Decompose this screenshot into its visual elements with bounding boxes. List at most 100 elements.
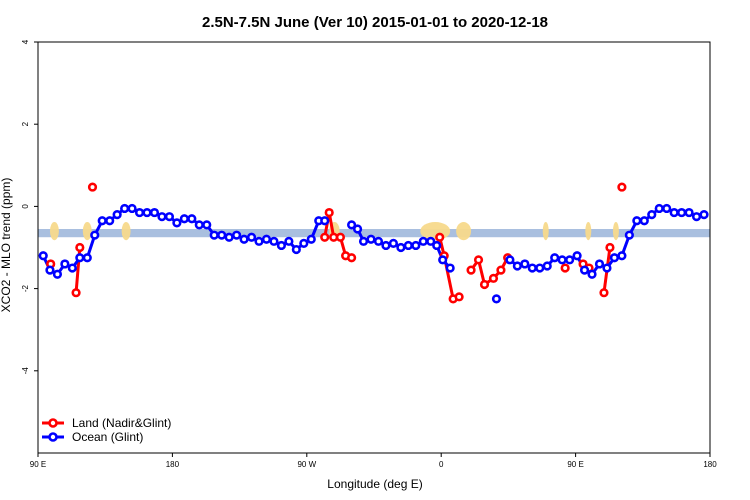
series-1-point-40 xyxy=(352,224,363,234)
legend-land-marker xyxy=(48,418,58,428)
series-1-point-24 xyxy=(217,230,227,240)
series-1-point-1 xyxy=(45,265,55,275)
x-axis: 90 E 180 90 W 0 90 E 180 xyxy=(30,453,717,469)
series-0-point-4 xyxy=(320,232,330,242)
series-1-point-69 xyxy=(609,253,620,263)
series-1-point-29 xyxy=(254,236,264,246)
y-tick-label-1: 2 xyxy=(21,121,30,126)
series-1-point-5 xyxy=(75,253,85,263)
y-axis: 4 2 0 -2 -4 xyxy=(21,39,38,374)
series-1-point-39 xyxy=(347,220,357,230)
series-1-point-22 xyxy=(202,220,212,230)
y-axis-label: XCO2 - MLO trend (ppm) xyxy=(0,178,13,313)
land-patch-2 xyxy=(121,222,131,241)
series-1-point-12 xyxy=(127,203,137,214)
series-1-point-63 xyxy=(565,255,575,265)
series-1-point-54 xyxy=(491,294,502,304)
land-patch-1 xyxy=(82,222,92,241)
y-tick-label-2: 0 xyxy=(21,204,30,209)
series-0-point-15 xyxy=(473,255,484,265)
series-0-point-24 xyxy=(605,242,615,253)
series-1-point-55 xyxy=(505,255,515,265)
series-1-point-79 xyxy=(684,207,694,218)
series-1-point-68 xyxy=(602,263,612,273)
series-1-point-8 xyxy=(97,216,107,226)
series-1-point-61 xyxy=(550,253,560,263)
legend-ocean-marker xyxy=(48,432,58,442)
series-1-point-44 xyxy=(381,240,391,251)
plot-area xyxy=(38,182,710,304)
plot-frame xyxy=(37,41,711,454)
series-1-point-10 xyxy=(112,210,122,220)
series-0-point-16 xyxy=(479,279,490,290)
y-tick-label-3: -2 xyxy=(21,284,30,292)
chart-title: 2.5N-7.5N June (Ver 10) 2015-01-01 to 20… xyxy=(202,14,548,31)
series-1-point-58 xyxy=(527,263,537,273)
land-patch-6 xyxy=(542,222,549,241)
land-patch-8 xyxy=(612,222,619,241)
legend-land-label: Land (Nadir&Glint) xyxy=(72,416,171,430)
series-1-point-80 xyxy=(691,212,702,222)
series-1-point-42 xyxy=(366,234,376,244)
series-1-point-73 xyxy=(639,216,649,226)
series-1-point-70 xyxy=(617,251,627,261)
series-0-point-5 xyxy=(324,207,334,218)
series-1-point-45 xyxy=(388,238,399,248)
series-1-point-50 xyxy=(426,236,436,246)
series-1-point-81 xyxy=(699,210,709,220)
series-1-point-18 xyxy=(172,218,182,228)
series-1-point-49 xyxy=(418,236,428,246)
series-1-point-20 xyxy=(187,214,197,224)
series-0-point-7 xyxy=(335,232,346,242)
series-1-point-59 xyxy=(535,263,545,273)
series-1-point-36 xyxy=(306,234,316,244)
x-tick-label-5: 180 xyxy=(703,460,717,469)
series-1-point-56 xyxy=(512,261,522,271)
series-1-point-46 xyxy=(396,242,406,253)
series-1-point-13 xyxy=(134,207,145,218)
series-1-point-64 xyxy=(572,251,582,261)
y-tick-label-0: 4 xyxy=(21,39,30,44)
series-1-point-43 xyxy=(373,236,384,246)
series-1-point-30 xyxy=(261,234,272,244)
series-1-point-26 xyxy=(232,230,242,240)
series-1-point-52 xyxy=(438,255,448,265)
series-1-point-35 xyxy=(299,238,309,248)
series-1-point-34 xyxy=(291,244,301,255)
series-1-point-16 xyxy=(157,212,167,222)
series-1-point-2 xyxy=(52,269,63,279)
series-1-point-78 xyxy=(677,207,687,218)
series-1-point-28 xyxy=(246,232,257,242)
series-1-point-27 xyxy=(239,234,249,244)
series-0-point-18 xyxy=(496,265,506,275)
series-1-point-31 xyxy=(269,236,279,246)
series-1-point-60 xyxy=(542,261,552,271)
series-1-point-32 xyxy=(276,240,287,251)
series-0-point-23 xyxy=(599,288,609,298)
series-1-point-48 xyxy=(411,240,421,251)
land-patch-7 xyxy=(585,222,592,241)
legend-item-land: Land (Nadir&Glint) xyxy=(42,416,171,430)
series-1-point-62 xyxy=(557,255,567,265)
series-1-point-38 xyxy=(320,216,330,226)
series-1-point-21 xyxy=(194,220,204,230)
series-1-point-7 xyxy=(90,230,100,240)
series-1-point-6 xyxy=(82,253,92,263)
series-1-point-33 xyxy=(284,236,294,246)
series-1-point-4 xyxy=(67,263,77,273)
series-1-point-74 xyxy=(647,210,657,220)
x-tick-label-4: 90 E xyxy=(567,460,583,469)
series-1-point-53 xyxy=(445,263,455,273)
series-0-point-2 xyxy=(75,242,85,253)
series-1-point-47 xyxy=(403,240,413,251)
series-0-point-1 xyxy=(71,288,81,298)
series-0-point-14 xyxy=(466,265,476,275)
series-1-point-75 xyxy=(654,203,664,214)
series-1-point-25 xyxy=(224,232,234,242)
legend: Land (Nadir&Glint) Ocean (Glint) xyxy=(42,416,171,444)
series-1-point-77 xyxy=(669,207,679,218)
series-1-point-65 xyxy=(579,265,590,275)
series-0-point-20 xyxy=(560,263,570,273)
series-1-point-0 xyxy=(38,251,48,261)
